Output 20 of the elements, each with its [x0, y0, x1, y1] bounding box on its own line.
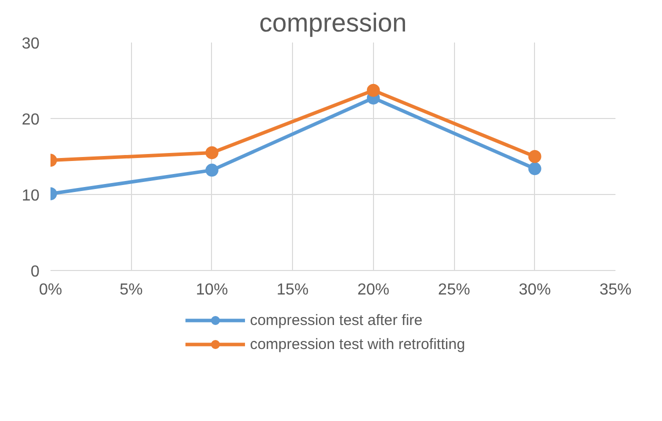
x-tick-label: 5% [120, 282, 143, 298]
legend-label: compression test after fire [250, 312, 423, 328]
x-tick-label: 0% [38, 282, 62, 298]
point [366, 84, 380, 97]
point [205, 146, 218, 160]
x-tick-label: 20% [357, 282, 390, 298]
point [528, 150, 542, 163]
y-tick-label: 10 [22, 188, 40, 204]
x-tick-label: 10% [196, 282, 228, 298]
point [205, 164, 218, 177]
x-tick-label: 35% [599, 282, 632, 298]
x-tick-label: 25% [438, 282, 470, 298]
point [528, 162, 542, 176]
x-tick-label: 30% [518, 282, 551, 298]
y-tick-label: 20 [22, 112, 40, 128]
legend-label: compression test with retrofitting [250, 336, 466, 352]
y-tick-label: 0 [30, 264, 40, 280]
y-tick-label: 30 [22, 36, 40, 52]
chart-title: compression [259, 8, 407, 38]
x-tick-label: 15% [276, 282, 309, 298]
